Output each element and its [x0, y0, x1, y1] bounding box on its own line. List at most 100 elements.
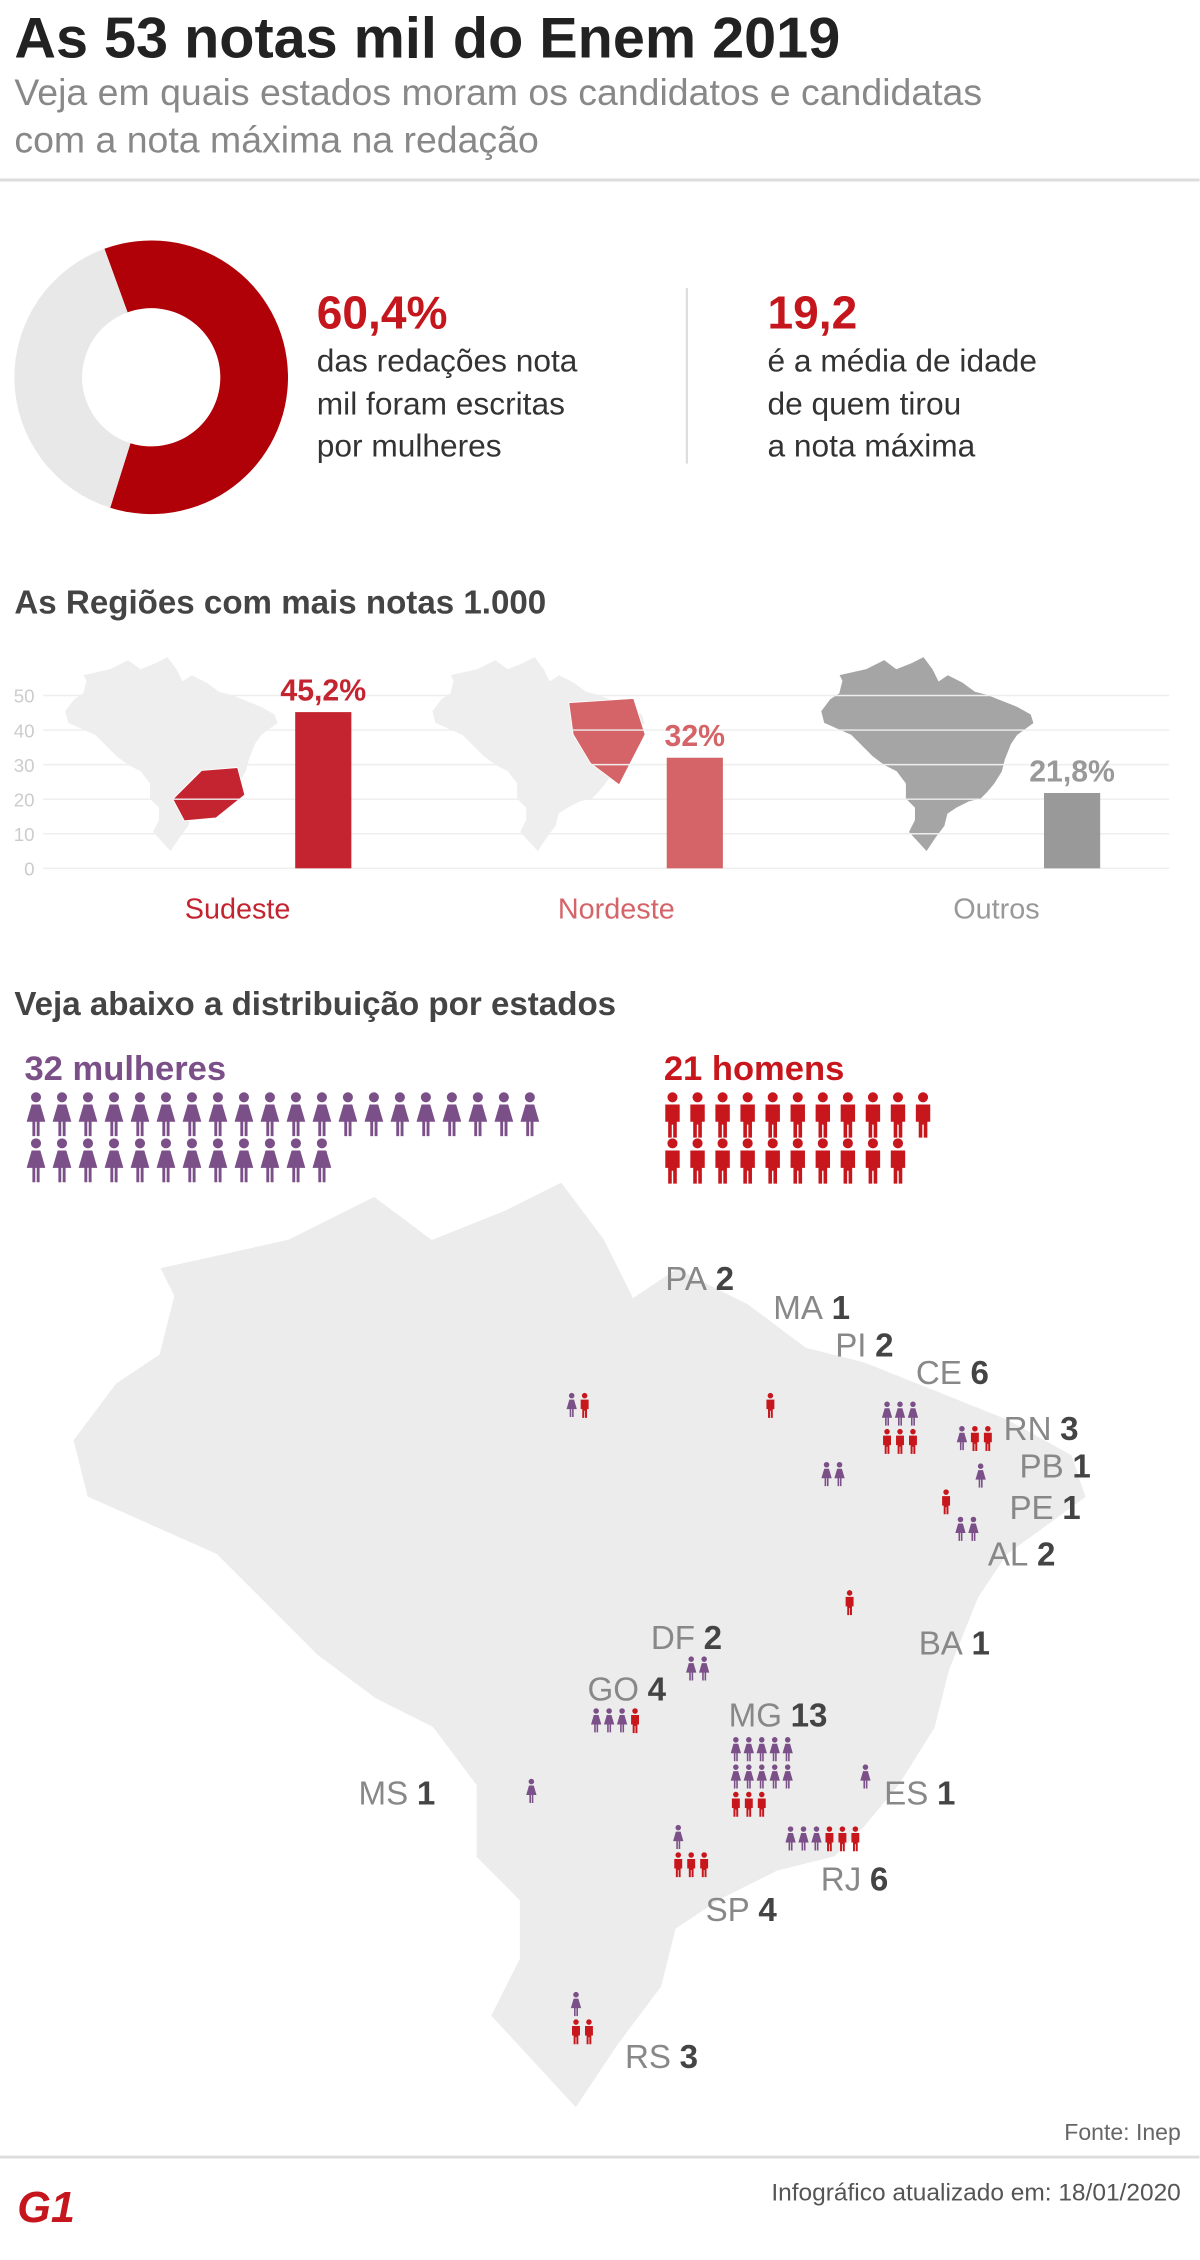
man-icon — [865, 1092, 881, 1138]
state-count: 1 — [972, 1626, 990, 1663]
stat-text: das redações nota — [317, 343, 578, 379]
woman-icon — [390, 1092, 410, 1137]
woman-icon — [130, 1138, 150, 1183]
state-code: GO — [588, 1672, 640, 1709]
man-icon — [890, 1138, 906, 1184]
woman-icon — [468, 1092, 488, 1137]
section-title: Veja abaixo a distribuição por estados — [14, 986, 616, 1023]
man-icon — [572, 2019, 580, 2045]
man-icon — [942, 1489, 951, 1515]
woman-icon — [312, 1138, 332, 1183]
man-icon — [840, 1092, 856, 1138]
state-count: 6 — [870, 1862, 888, 1899]
man-icon — [665, 1138, 680, 1184]
woman-icon — [312, 1092, 332, 1137]
state-label: RN 3 — [1004, 1411, 1079, 1448]
state-count: 2 — [875, 1327, 893, 1364]
woman-icon — [26, 1138, 46, 1183]
state-label: PA 2 — [665, 1261, 734, 1298]
man-icon — [890, 1092, 906, 1138]
woman-icon — [52, 1092, 72, 1137]
state-code: MS — [359, 1775, 409, 1812]
woman-icon — [156, 1138, 176, 1183]
woman-icon — [78, 1138, 98, 1183]
man-icon — [865, 1138, 881, 1184]
state-count: 3 — [1060, 1411, 1078, 1448]
woman-icon — [494, 1092, 514, 1137]
woman-icon — [811, 1826, 822, 1851]
state-code: CE — [916, 1355, 962, 1392]
bar — [666, 757, 723, 869]
state-count: 3 — [680, 2039, 698, 2076]
state-label: AL 2 — [988, 1536, 1056, 1573]
mini-map — [820, 656, 1035, 853]
woman-icon — [442, 1092, 462, 1137]
man-icon — [815, 1138, 831, 1184]
woman-icon — [234, 1092, 254, 1137]
man-icon — [580, 1392, 589, 1418]
woman-icon — [743, 1764, 754, 1789]
man-icon — [740, 1092, 755, 1138]
man-icon — [790, 1092, 805, 1138]
woman-icon — [798, 1826, 809, 1851]
woman-icon — [894, 1401, 906, 1426]
source: Fonte: Inep — [1064, 2119, 1181, 2145]
woman-icon — [956, 1425, 968, 1451]
mini-map — [64, 656, 279, 853]
woman-icon — [860, 1764, 871, 1789]
man-icon — [690, 1138, 705, 1184]
man-icon — [983, 1425, 992, 1451]
y-tick-label: 10 — [14, 824, 35, 845]
woman-icon — [907, 1401, 919, 1426]
state-code: RN — [1004, 1411, 1052, 1448]
stat-text: é a média de idade — [768, 343, 1037, 379]
woman-icon — [616, 1708, 628, 1733]
man-icon — [765, 1138, 780, 1184]
y-tick-label: 40 — [14, 720, 35, 741]
state-code: PA — [665, 1261, 708, 1298]
subtitle: com a nota máxima na redação — [14, 119, 538, 161]
woman-icon — [182, 1138, 202, 1183]
woman-icon — [104, 1138, 124, 1183]
state-label: BA 1 — [919, 1626, 990, 1663]
woman-icon — [968, 1516, 979, 1541]
stat-text: de quem tirou — [768, 386, 962, 422]
bar — [1044, 792, 1101, 869]
man-icon — [687, 1852, 696, 1878]
state-code: PI — [835, 1327, 866, 1364]
women-label: 32 mulheres — [24, 1050, 226, 1088]
woman-icon — [603, 1708, 615, 1733]
state-code: MG — [729, 1698, 782, 1735]
woman-icon — [756, 1737, 767, 1762]
value-label: 21,8% — [1029, 755, 1115, 788]
woman-icon — [520, 1092, 540, 1137]
state-label: DF 2 — [651, 1620, 722, 1657]
state-label: MS 1 — [359, 1775, 436, 1812]
state-code: PB — [1020, 1448, 1064, 1485]
woman-icon — [26, 1092, 46, 1137]
state-count: 2 — [1037, 1536, 1055, 1573]
map-shape — [70, 1178, 1089, 2112]
value-label: 45,2% — [280, 675, 366, 708]
woman-icon — [570, 1991, 582, 2017]
woman-icon — [104, 1092, 124, 1137]
stat-text: por mulheres — [317, 427, 502, 463]
state-label: ES 1 — [884, 1775, 955, 1812]
state-code: DF — [651, 1620, 695, 1657]
stat-text: mil foram escritas — [317, 386, 565, 422]
state-code: PE — [1009, 1490, 1053, 1527]
state-label: MG 13 — [729, 1698, 828, 1735]
man-icon — [851, 1826, 860, 1852]
state-code: SP — [706, 1892, 750, 1929]
men-label: 21 homens — [664, 1050, 844, 1088]
woman-icon — [769, 1764, 780, 1789]
woman-icon — [975, 1463, 986, 1488]
woman-icon — [591, 1708, 602, 1733]
state-code: ES — [884, 1775, 928, 1812]
state-count: 13 — [791, 1698, 828, 1735]
man-icon — [765, 1092, 780, 1138]
man-icon — [790, 1138, 805, 1184]
man-icon — [838, 1826, 847, 1852]
state-label: MA 1 — [773, 1290, 850, 1327]
